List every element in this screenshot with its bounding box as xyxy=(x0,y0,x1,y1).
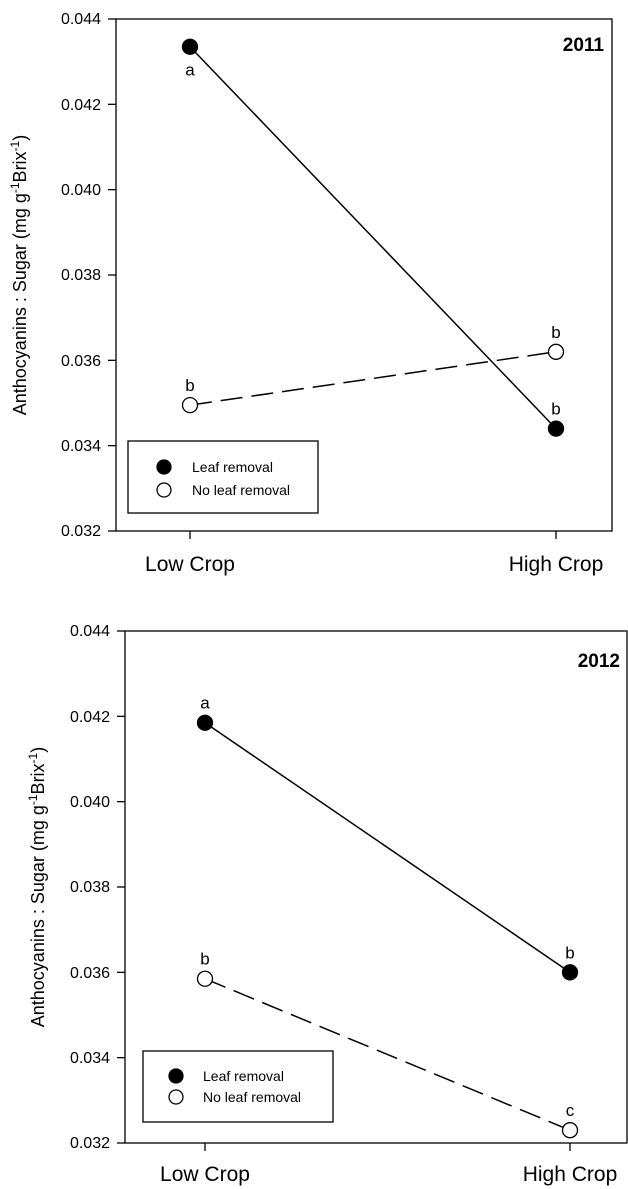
data-point-no-leaf-removal xyxy=(181,396,199,414)
y-tick-label: 0.044 xyxy=(70,623,110,640)
y-tick-label: 0.032 xyxy=(61,523,101,540)
x-category-label-high-crop: High Crop xyxy=(523,1163,618,1186)
significance-label: b xyxy=(185,376,194,395)
series-line-no-leaf-removal xyxy=(204,978,571,1131)
significance-label: c xyxy=(566,1101,575,1120)
x-category-label-low-crop: Low Crop xyxy=(145,553,235,576)
data-point-no-leaf-removal xyxy=(561,1122,579,1139)
legend-label-no-leaf-removal: No leaf removal xyxy=(192,482,290,498)
significance-label: b xyxy=(200,950,209,969)
data-point-leaf-removal xyxy=(561,964,579,981)
legend-box xyxy=(142,1050,334,1123)
chart-panel-2011: 0.032 0.034 0.036 0.038 0.040 0.042 0.04… xyxy=(8,11,613,576)
data-point-leaf-removal xyxy=(181,38,199,55)
legend-box xyxy=(127,440,319,514)
y-axis: 0.032 0.034 0.036 0.038 0.040 0.042 0.04… xyxy=(70,623,125,1152)
y-tick-label: 0.044 xyxy=(61,11,101,28)
legend: Leaf removal No leaf removal xyxy=(142,1050,334,1123)
data-point-no-leaf-removal xyxy=(547,343,565,360)
legend-marker-leaf-removal xyxy=(156,459,172,475)
series-line-no-leaf-removal xyxy=(189,351,557,406)
legend-label-leaf-removal: Leaf removal xyxy=(192,459,273,475)
y-tick-label: 0.042 xyxy=(70,709,110,726)
y-axis-label: Anthocyanins : Sugar (mg g-1Brix-1) xyxy=(8,135,30,415)
x-axis: Low Crop High Crop xyxy=(160,1143,617,1186)
data-point-leaf-removal xyxy=(547,420,565,437)
significance-label: b xyxy=(565,943,574,962)
series-layer: a b b b xyxy=(181,38,565,437)
series-layer: a b b c xyxy=(196,694,579,1139)
y-axis: 0.032 0.034 0.036 0.038 0.040 0.042 0.04… xyxy=(61,11,116,540)
x-axis: Low Crop High Crop xyxy=(145,531,603,576)
legend-marker-leaf-removal xyxy=(168,1068,184,1084)
data-point-no-leaf-removal xyxy=(196,970,214,987)
legend: Leaf removal No leaf removal xyxy=(127,440,319,514)
panel-label: 2012 xyxy=(578,651,620,672)
y-tick-label: 0.038 xyxy=(70,879,110,896)
significance-label: a xyxy=(185,61,195,80)
y-tick-label: 0.036 xyxy=(61,353,101,370)
x-category-label-high-crop: High Crop xyxy=(509,553,604,576)
panel-label: 2011 xyxy=(563,35,605,56)
significance-label: a xyxy=(200,694,210,713)
series-line-leaf-removal xyxy=(204,722,571,973)
data-point-leaf-removal xyxy=(196,714,214,731)
y-tick-label: 0.034 xyxy=(70,1050,110,1067)
chart-panel-2012: 0.032 0.034 0.036 0.038 0.040 0.042 0.04… xyxy=(26,623,628,1186)
significance-label: b xyxy=(551,400,560,419)
legend-marker-no-leaf-removal xyxy=(156,482,172,498)
y-tick-label: 0.040 xyxy=(70,794,110,811)
y-tick-label: 0.038 xyxy=(61,267,101,284)
y-tick-label: 0.040 xyxy=(61,182,101,199)
y-axis-label: Anthocyanins : Sugar (mg g-1Brix-1) xyxy=(26,747,48,1027)
x-category-label-low-crop: Low Crop xyxy=(160,1163,250,1186)
legend-label-no-leaf-removal: No leaf removal xyxy=(203,1089,301,1105)
y-tick-label: 0.032 xyxy=(70,1135,110,1152)
y-tick-label: 0.034 xyxy=(61,438,101,455)
legend-label-leaf-removal: Leaf removal xyxy=(203,1068,284,1084)
significance-label: b xyxy=(551,323,560,342)
y-tick-label: 0.042 xyxy=(61,97,101,114)
y-tick-label: 0.036 xyxy=(70,965,110,982)
legend-marker-no-leaf-removal xyxy=(168,1089,184,1105)
series-line-leaf-removal xyxy=(189,46,557,430)
